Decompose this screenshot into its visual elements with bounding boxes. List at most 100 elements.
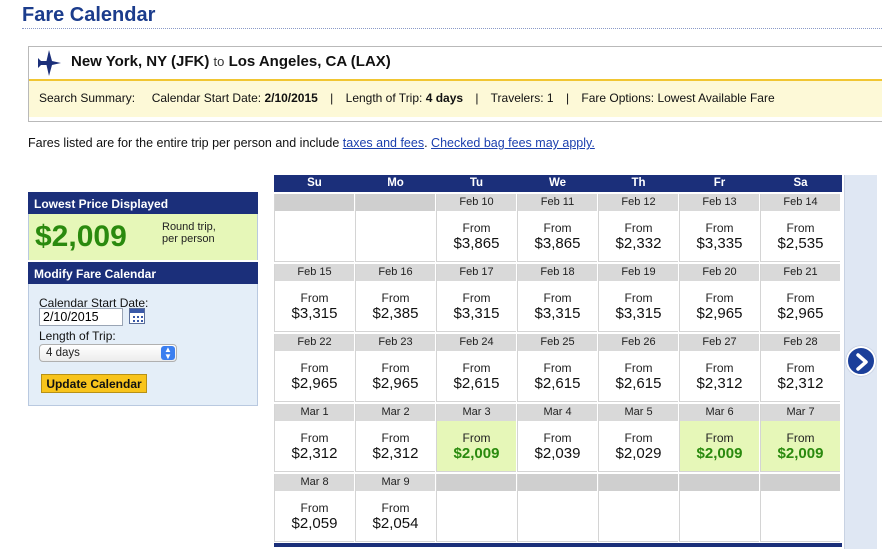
from-label: From xyxy=(356,431,435,445)
next-weeks-button[interactable] xyxy=(846,346,876,376)
fare-day-cell[interactable]: Feb 12 From $2,332 xyxy=(598,194,678,262)
from-label: From xyxy=(680,221,759,235)
summary-options-label: Fare Options: xyxy=(581,91,654,105)
fare-day-cell[interactable]: Feb 27 From $2,312 xyxy=(679,334,759,402)
trip-length-value: 4 days xyxy=(46,347,80,359)
page-title: Fare Calendar xyxy=(22,4,155,27)
taxes-fees-link[interactable]: taxes and fees xyxy=(343,136,424,150)
notice-period: . xyxy=(424,136,427,150)
fare-day-cell[interactable]: Feb 10 From $3,865 xyxy=(436,194,516,262)
day-fare: $2,312 xyxy=(275,445,354,462)
from-label: From xyxy=(761,291,840,305)
select-arrows-icon: ▲ ▼ xyxy=(161,346,175,360)
day-date: Feb 19 xyxy=(599,264,678,281)
fare-day-cell[interactable]: Feb 26 From $2,615 xyxy=(598,334,678,402)
start-date-input[interactable] xyxy=(39,308,123,326)
day-date: Feb 21 xyxy=(761,264,840,281)
day-date: Mar 4 xyxy=(518,404,597,421)
destination-city: Los Angeles, CA (LAX) xyxy=(229,53,391,70)
empty-day-header xyxy=(437,474,516,491)
day-date: Mar 2 xyxy=(356,404,435,421)
update-calendar-button[interactable]: Update Calendar xyxy=(41,374,147,393)
empty-day-cell xyxy=(355,194,435,262)
empty-day-cell xyxy=(274,194,354,262)
origin-city: New York, NY (JFK) xyxy=(71,53,209,70)
day-fare: $2,965 xyxy=(356,375,435,392)
fare-day-cell[interactable]: Mar 7 From $2,009 xyxy=(760,404,840,472)
weekday-6: Sa xyxy=(760,175,841,192)
from-label: From xyxy=(518,361,597,375)
fare-day-cell[interactable]: Feb 11 From $3,865 xyxy=(517,194,597,262)
fare-day-cell[interactable]: Mar 1 From $2,312 xyxy=(274,404,354,472)
trip-length-select[interactable]: 4 days ▲ ▼ xyxy=(39,344,177,362)
day-fare: $3,315 xyxy=(599,305,678,322)
lowest-price-header: Lowest Price Displayed xyxy=(28,192,258,214)
empty-day-cell xyxy=(436,474,516,542)
day-fare: $3,315 xyxy=(518,305,597,322)
day-date: Feb 28 xyxy=(761,334,840,351)
weekday-3: We xyxy=(517,175,598,192)
day-fare: $2,009 xyxy=(680,445,759,462)
fare-day-cell[interactable]: Feb 28 From $2,312 xyxy=(760,334,840,402)
day-date: Feb 15 xyxy=(275,264,354,281)
modify-calendar-header: Modify Fare Calendar xyxy=(28,262,258,284)
fare-day-cell[interactable]: Mar 9 From $2,054 xyxy=(355,474,435,542)
from-label: From xyxy=(761,361,840,375)
weekday-header: Su Mo Tu We Th Fr Sa xyxy=(274,175,842,192)
empty-day-cell xyxy=(760,474,840,542)
from-label: From xyxy=(761,221,840,235)
price-note: Round trip, per person xyxy=(162,221,216,245)
route-text: New York, NY (JFK) to Los Angeles, CA (L… xyxy=(71,53,391,70)
day-fare: $3,315 xyxy=(275,305,354,322)
fare-day-cell[interactable]: Feb 18 From $3,315 xyxy=(517,264,597,332)
fare-day-cell[interactable]: Mar 2 From $2,312 xyxy=(355,404,435,472)
fare-day-cell[interactable]: Feb 25 From $2,615 xyxy=(517,334,597,402)
weekday-1: Mo xyxy=(355,175,436,192)
day-fare: $2,039 xyxy=(518,445,597,462)
bag-fees-link[interactable]: Checked bag fees may apply. xyxy=(431,136,595,150)
fare-day-cell[interactable]: Feb 13 From $3,335 xyxy=(679,194,759,262)
day-fare: $2,059 xyxy=(275,515,354,532)
from-label: From xyxy=(356,361,435,375)
fare-day-cell[interactable]: Feb 17 From $3,315 xyxy=(436,264,516,332)
fare-day-cell[interactable]: Mar 8 From $2,059 xyxy=(274,474,354,542)
from-label: From xyxy=(275,291,354,305)
fare-day-cell[interactable]: Mar 5 From $2,029 xyxy=(598,404,678,472)
fare-day-cell[interactable]: Feb 15 From $3,315 xyxy=(274,264,354,332)
from-label: From xyxy=(599,291,678,305)
day-date: Feb 10 xyxy=(437,194,516,211)
fare-day-cell[interactable]: Feb 23 From $2,965 xyxy=(355,334,435,402)
notice-text: Fares listed are for the entire trip per… xyxy=(28,136,339,150)
from-label: From xyxy=(356,291,435,305)
fare-day-cell[interactable]: Feb 16 From $2,385 xyxy=(355,264,435,332)
day-date: Feb 14 xyxy=(761,194,840,211)
fare-day-cell[interactable]: Feb 22 From $2,965 xyxy=(274,334,354,402)
from-label: From xyxy=(437,431,516,445)
fare-day-cell[interactable]: Feb 24 From $2,615 xyxy=(436,334,516,402)
fare-day-cell[interactable]: Feb 21 From $2,965 xyxy=(760,264,840,332)
fare-day-cell[interactable]: Mar 3 From $2,009 xyxy=(436,404,516,472)
fare-day-cell[interactable]: Feb 20 From $2,965 xyxy=(679,264,759,332)
day-fare: $2,965 xyxy=(680,305,759,322)
day-date: Feb 26 xyxy=(599,334,678,351)
day-date: Feb 23 xyxy=(356,334,435,351)
summary-travelers-label: Travelers: xyxy=(491,91,544,105)
airplane-icon xyxy=(35,50,63,76)
calendar-icon[interactable] xyxy=(129,308,145,324)
day-date: Feb 25 xyxy=(518,334,597,351)
day-fare: $2,009 xyxy=(437,445,516,462)
fare-day-cell[interactable]: Mar 6 From $2,009 xyxy=(679,404,759,472)
empty-day-cell xyxy=(598,474,678,542)
from-label: From xyxy=(761,431,840,445)
day-date: Mar 7 xyxy=(761,404,840,421)
day-date: Feb 24 xyxy=(437,334,516,351)
weekday-5: Fr xyxy=(679,175,760,192)
day-fare: $3,335 xyxy=(680,235,759,252)
modify-calendar-form: Calendar Start Date: Length of Trip: 4 d… xyxy=(28,284,258,406)
fare-day-cell[interactable]: Feb 19 From $3,315 xyxy=(598,264,678,332)
day-fare: $2,965 xyxy=(761,305,840,322)
fare-day-cell[interactable]: Feb 14 From $2,535 xyxy=(760,194,840,262)
fare-day-cell[interactable]: Mar 4 From $2,039 xyxy=(517,404,597,472)
from-label: From xyxy=(518,291,597,305)
from-label: From xyxy=(680,431,759,445)
